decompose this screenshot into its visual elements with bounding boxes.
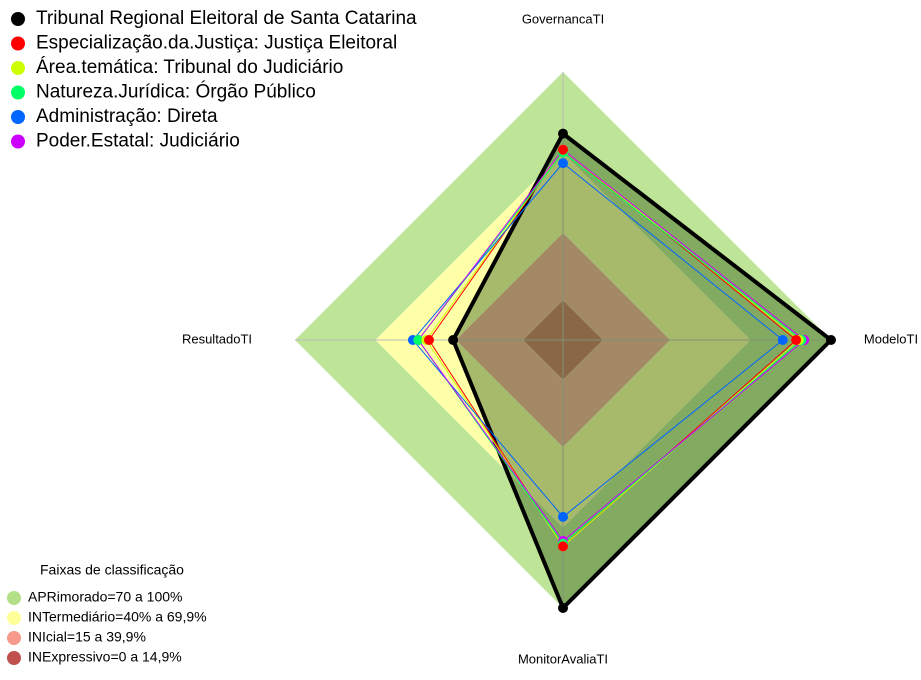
legend-label: Natureza.Jurídica: Órgão Público (36, 81, 316, 103)
legend-label: Tribunal Regional Eleitoral de Santa Cat… (36, 8, 417, 29)
axis-label: MonitorAvaliaTI (518, 651, 608, 666)
legend-marker (11, 61, 25, 75)
series-point (791, 335, 802, 345)
band-legend-label: APRimorado=70 a 100% (28, 589, 183, 605)
series-point (558, 603, 568, 613)
series-point (558, 144, 568, 155)
legend-label: Administração: Direta (36, 106, 218, 127)
legend-marker (11, 110, 25, 124)
band-legend-marker (7, 611, 21, 625)
axis-label: ResultadoTI (182, 331, 252, 346)
band-legend-label: INExpressivo=0 a 14,9% (28, 649, 182, 665)
legend-marker (11, 36, 25, 51)
axis-label: ModeloTI (864, 331, 918, 346)
band-legend-label: INIcial=15 a 39,9% (28, 629, 146, 645)
band-legend-label: INTermediário=40% a 69,9% (28, 609, 207, 625)
series-point (558, 541, 568, 552)
axis-label: GovernancaTI (522, 11, 604, 26)
series-point (558, 158, 568, 169)
band (375, 152, 751, 528)
series-point (826, 335, 836, 345)
series-point (448, 335, 459, 345)
band-legend-marker (7, 651, 21, 665)
series-point (558, 128, 568, 139)
legend-marker (11, 134, 25, 149)
series-point (413, 335, 424, 345)
band-legend-marker (7, 631, 21, 645)
band (456, 233, 670, 447)
legend-label: Especialização.da.Justiça: Justiça Eleit… (36, 33, 397, 54)
legend-label: Poder.Estatal: Judiciário (36, 131, 240, 152)
legend-marker (11, 85, 25, 100)
legend-marker (11, 12, 25, 26)
band-legend-marker (7, 591, 21, 605)
series-point (777, 335, 788, 345)
bands-title: Faixas de classificação (40, 562, 184, 578)
legend-label: Área.temática: Tribunal do Judiciário (36, 57, 343, 78)
series-point (558, 511, 568, 522)
series-point (424, 335, 434, 345)
